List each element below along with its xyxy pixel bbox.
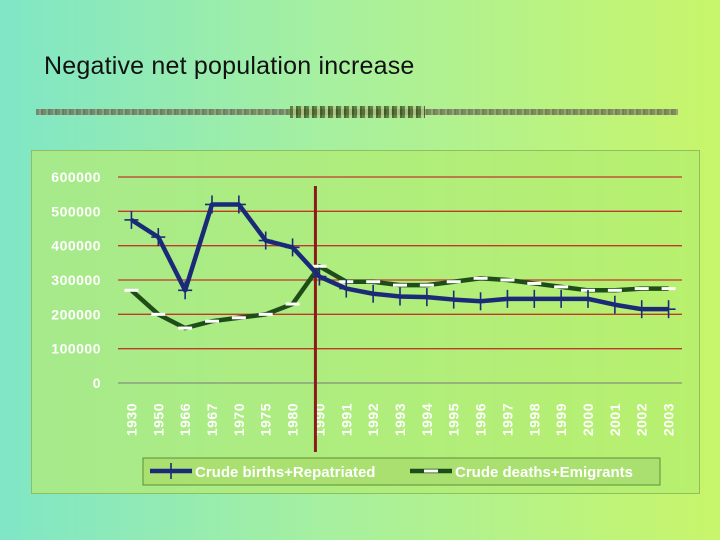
x-tick-label: 1980 [285,403,301,436]
x-tick-label: 1992 [365,403,381,436]
x-tick-label: 1967 [204,403,220,436]
y-tick-label: 0 [93,375,101,391]
legend-births-label: Crude births+Repatriated [195,464,375,481]
x-tick-label: 1997 [499,403,515,436]
page-title: Negative net population increase [44,52,415,80]
y-tick-label: 100000 [51,341,101,357]
x-tick-label: 1930 [123,403,139,436]
x-tick-label: 1996 [473,403,489,436]
chart-panel [31,150,700,494]
x-tick-label: 1999 [553,403,569,436]
x-tick-label: 1966 [177,403,193,436]
x-tick-label: 2000 [580,403,596,436]
x-tick-label: 1975 [258,403,274,436]
x-tick-label: 1991 [338,403,354,436]
y-tick-label: 600000 [51,169,101,185]
legend-box [142,457,661,486]
x-tick-label: 1995 [446,403,462,436]
x-tick-label: 1990 [311,403,327,436]
x-tick-label: 2001 [607,403,623,436]
x-tick-label: 1950 [150,403,166,436]
y-tick-label: 500000 [51,203,101,219]
x-tick-label: 1994 [419,403,435,436]
x-tick-label: 2003 [661,403,677,436]
x-tick-label: 1970 [231,403,247,436]
y-tick-label: 400000 [51,238,101,254]
x-tick-label: 2002 [634,403,650,436]
legend-deaths-label: Crude deaths+Emigrants [455,464,633,481]
y-tick-label: 200000 [51,306,101,322]
y-tick-label: 300000 [51,272,101,288]
x-tick-label: 1998 [526,403,542,436]
x-tick-label: 1993 [392,403,408,436]
divider-accent [290,106,425,118]
